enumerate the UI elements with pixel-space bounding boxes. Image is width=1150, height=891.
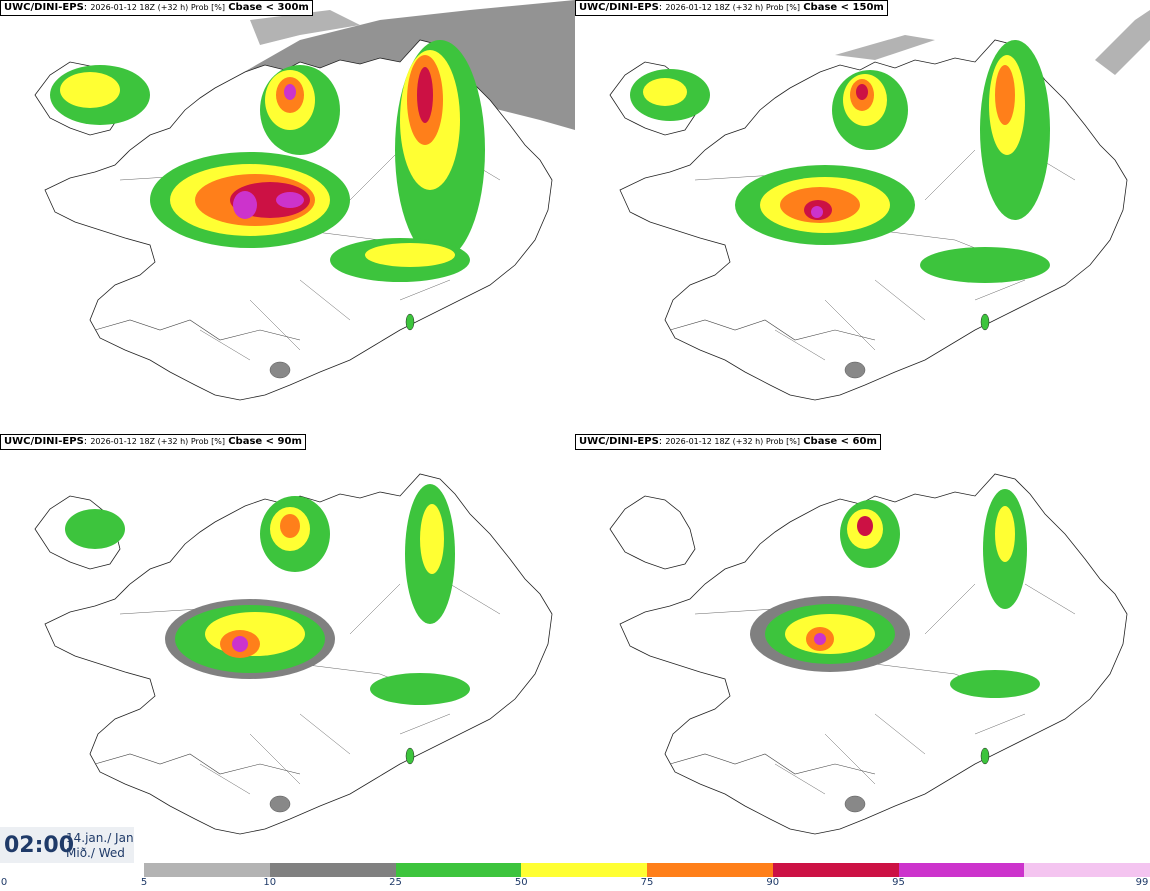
colorbar-segment: [647, 863, 773, 877]
colorbar: [144, 863, 1150, 877]
colorbar-segment: [521, 863, 648, 877]
threshold-label: Cbase < 60m: [803, 436, 877, 447]
model-name: UWC/DINI-EPS: [4, 2, 84, 13]
run-info: 2026-01-12 18Z (+32 h) Prob [%]: [90, 437, 226, 446]
map-300m: [34, 0, 575, 401]
prob-field-60m: [750, 489, 1040, 698]
valid-date: 14.jan./ Jan: [66, 831, 134, 845]
valid-weekday: Mið./ Wed: [66, 846, 125, 860]
model-name: UWC/DINI-EPS: [579, 436, 659, 447]
colorbar-segment: [898, 863, 1025, 877]
map-panel-300m: UWC/DINI-EPS: 2026-01-12 18Z (+32 h) Pro…: [0, 0, 575, 434]
valid-time: 02:00: [4, 833, 75, 858]
colorbar-tick-label: 25: [389, 877, 402, 888]
colorbar-tick-label: 99: [1135, 877, 1149, 888]
valid-time-box: 02:00 14.jan./ Jan Mið./ Wed: [0, 827, 134, 863]
prob-field-90m: [65, 484, 470, 705]
colorbar-tick-label: 10: [263, 877, 277, 888]
colorbar-segment: [144, 863, 270, 877]
map-90m: [34, 473, 553, 835]
run-info: 2026-01-12 18Z (+32 h) Prob [%]: [90, 3, 226, 12]
colorbar-tick-label: 0: [0, 877, 8, 888]
colorbar-tick-label: 95: [892, 877, 905, 888]
panel-title: UWC/DINI-EPS: 2026-01-12 18Z (+32 h) Pro…: [575, 0, 888, 16]
threshold-label: Cbase < 150m: [803, 2, 884, 13]
map-panel-90m: UWC/DINI-EPS: 2026-01-12 18Z (+32 h) Pro…: [0, 434, 575, 868]
panel-title: UWC/DINI-EPS: 2026-01-12 18Z (+32 h) Pro…: [0, 0, 313, 16]
colorbar-tick-label: 50: [514, 877, 528, 888]
map-150m: [609, 10, 1150, 401]
colorbar-tick-label: 5: [140, 877, 148, 888]
colorbar-tick-label: 75: [640, 877, 654, 888]
panel-title: UWC/DINI-EPS: 2026-01-12 18Z (+32 h) Pro…: [575, 434, 881, 450]
prob-field-150m: [630, 40, 1050, 283]
map-panel-60m: UWC/DINI-EPS: 2026-01-12 18Z (+32 h) Pro…: [575, 434, 1150, 868]
map-60m: [609, 473, 1128, 835]
run-info: 2026-01-12 18Z (+32 h) Prob [%]: [665, 437, 801, 446]
colorbar-segment: [395, 863, 522, 877]
threshold-label: Cbase < 90m: [228, 436, 302, 447]
model-name: UWC/DINI-EPS: [579, 2, 659, 13]
prob-field-300m: [50, 40, 485, 282]
panel-title: UWC/DINI-EPS: 2026-01-12 18Z (+32 h) Pro…: [0, 434, 306, 450]
colorbar-segment: [269, 863, 396, 877]
map-panel-150m: UWC/DINI-EPS: 2026-01-12 18Z (+32 h) Pro…: [575, 0, 1150, 434]
colorbar-tick-label: 90: [766, 877, 780, 888]
model-name: UWC/DINI-EPS: [4, 436, 84, 447]
colorbar-segment: [1024, 863, 1150, 877]
threshold-label: Cbase < 300m: [228, 2, 309, 13]
run-info: 2026-01-12 18Z (+32 h) Prob [%]: [665, 3, 801, 12]
colorbar-segment: [772, 863, 899, 877]
